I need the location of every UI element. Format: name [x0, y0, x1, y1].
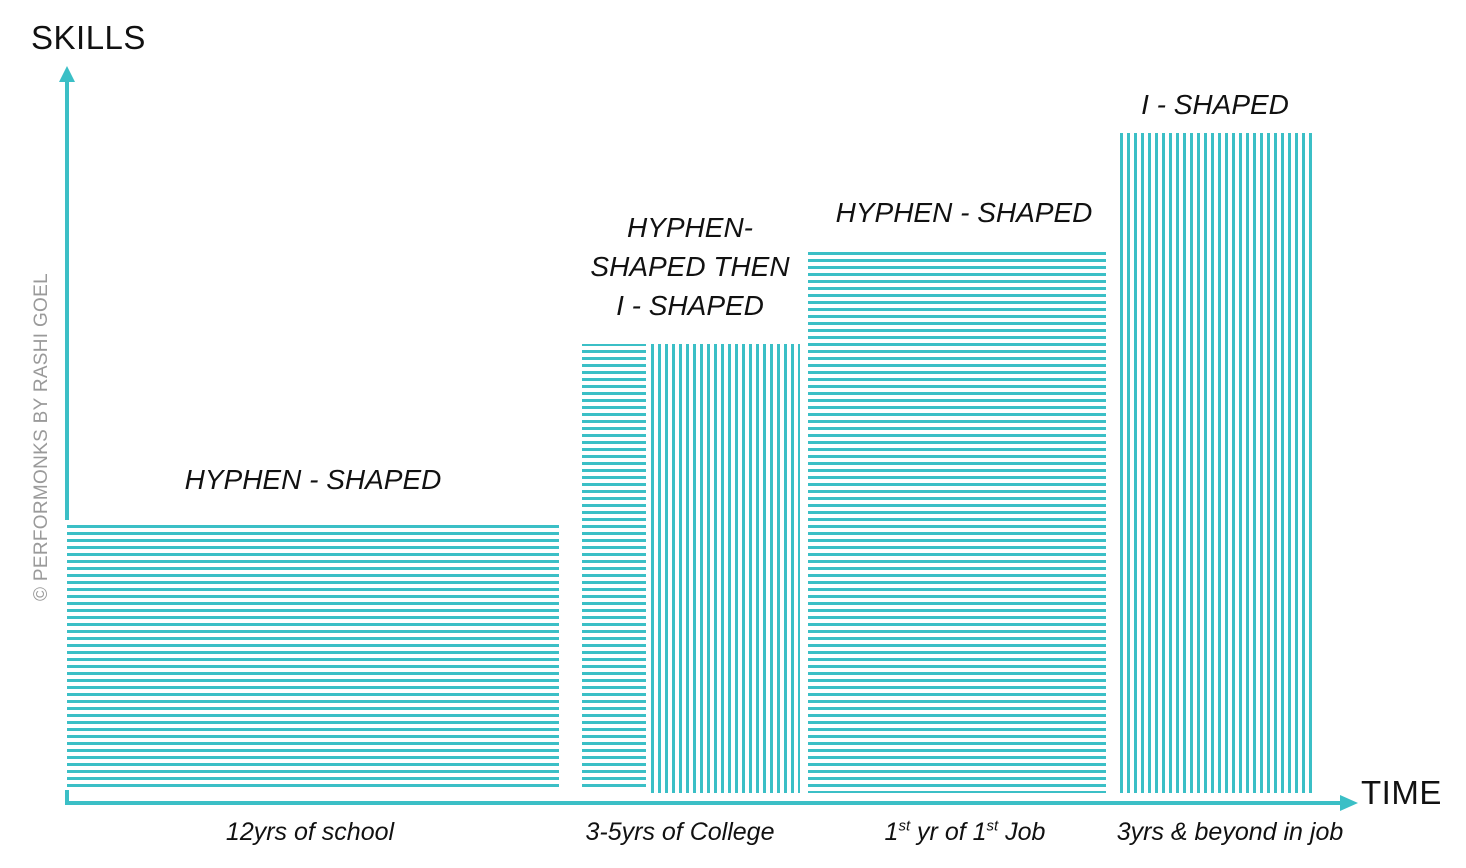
period-part: Job — [998, 818, 1046, 846]
period-part: yr of 1 — [910, 818, 987, 846]
stage-title-line: I - SHAPED — [616, 290, 764, 321]
stage-title-beyond: I - SHAPED — [1100, 85, 1330, 124]
skill-bar-first-job — [808, 252, 1106, 793]
stage-title-line: HYPHEN - SHAPED — [184, 464, 442, 495]
x-axis-arrowhead — [1340, 795, 1358, 811]
x-axis-label: TIME — [1361, 774, 1442, 811]
skill-bar-school — [67, 522, 559, 788]
stage-title-school: HYPHEN - SHAPED — [67, 460, 559, 499]
skill-bar-beyond — [1116, 133, 1316, 793]
copyright-watermark: © PERFORMONKS BY RASHI GOEL — [31, 273, 52, 601]
stage-title-line: HYPHEN - SHAPED — [835, 197, 1093, 228]
period-label-first-job: 1st yr of 1st Job — [840, 818, 1090, 847]
period-superscript: st — [986, 817, 999, 835]
period-part: 1 — [884, 818, 899, 846]
stage-title-college: HYPHEN- SHAPED THEN I - SHAPED — [570, 208, 810, 325]
period-label-school: 12yrs of school — [225, 818, 395, 846]
period-superscript: st — [898, 817, 911, 835]
skill-bars — [67, 133, 1316, 793]
period-label-beyond: 3yrs & beyond in job — [1116, 818, 1344, 846]
stage-title-line: HYPHEN- — [626, 212, 753, 243]
stage-title-line: SHAPED THEN — [590, 251, 790, 282]
stage-title-line: I - SHAPED — [1141, 89, 1289, 120]
stage-title-first-job: HYPHEN - SHAPED — [808, 193, 1120, 232]
y-axis-label: SKILLS — [31, 19, 146, 56]
skill-bar-college-hyphen — [582, 344, 646, 790]
period-label-college: 3-5yrs of College — [585, 818, 775, 846]
skill-bar-college-i — [650, 344, 800, 793]
y-axis-arrowhead — [59, 66, 75, 82]
